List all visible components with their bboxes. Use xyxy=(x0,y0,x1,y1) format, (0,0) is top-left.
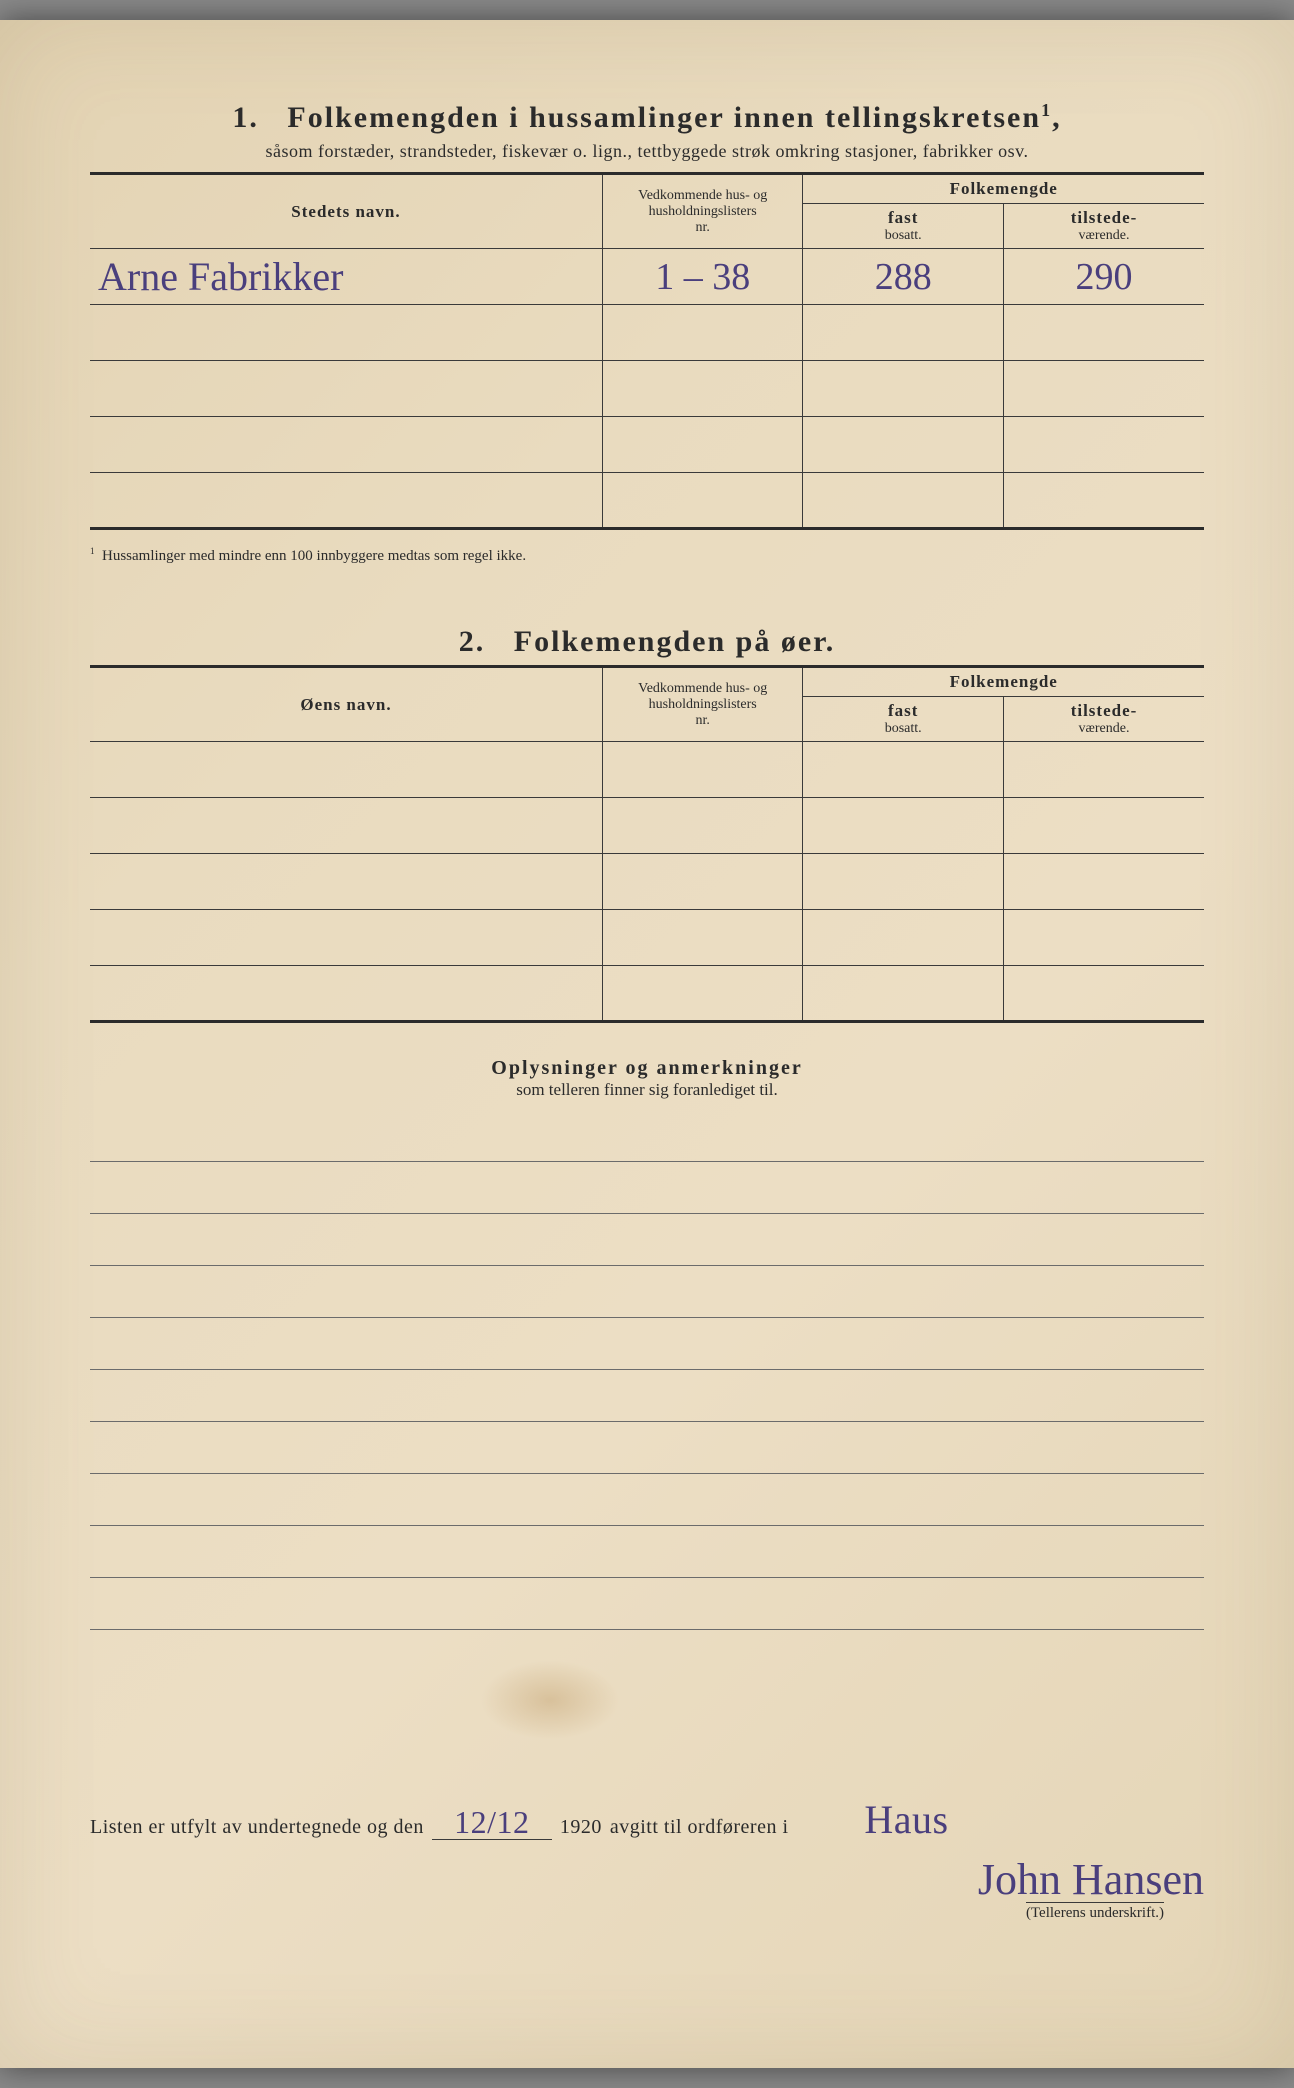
s1-hdr-fast-l2: bosatt. xyxy=(811,228,995,244)
section2-title: 2. Folkemengden på øer. xyxy=(90,625,1204,659)
table-row xyxy=(90,417,1204,473)
ruled-line xyxy=(90,1370,1204,1422)
section1-title-text: Folkemengden i hussamlinger innen tellin… xyxy=(287,101,1041,134)
s2-body xyxy=(90,742,1204,1022)
table-row xyxy=(90,742,1204,798)
section2-title-text: Folkemengden på øer. xyxy=(514,625,835,658)
ruled-line xyxy=(90,1526,1204,1578)
section1-number: 1. xyxy=(232,101,259,134)
s2-hdr-til-l1: tilstede- xyxy=(1012,701,1196,721)
ruled-line xyxy=(90,1266,1204,1318)
table-row xyxy=(90,798,1204,854)
s1-hdr-til: tilstede- værende. xyxy=(1003,204,1204,249)
signature-caption: (Tellerens underskrift.) xyxy=(1026,1902,1164,1922)
section2-table: Øens navn. Vedkommende hus- og husholdni… xyxy=(90,665,1204,1023)
section1-title: 1. Folkemengden i hussamlinger innen tel… xyxy=(90,100,1204,135)
table-row xyxy=(90,361,1204,417)
ruled-line xyxy=(90,1578,1204,1630)
paper-stain xyxy=(480,1660,620,1740)
section1-title-tail: , xyxy=(1052,101,1062,134)
s1-hdr-nr-l3: nr. xyxy=(611,220,795,236)
notes-lines xyxy=(90,1110,1204,1630)
s1-hdr-fast-l1: fast xyxy=(811,208,995,228)
s2-hdr-nr-l1: Vedkommende hus- og xyxy=(611,681,795,697)
notes-subtitle: som telleren finner sig foranlediget til… xyxy=(90,1080,1204,1100)
s1-hdr-pop: Folkemengde xyxy=(803,174,1204,204)
s1-body: Arne Fabrikker 1 – 38 288 290 xyxy=(90,249,1204,529)
s2-hdr-fast: fast bosatt. xyxy=(803,697,1004,742)
table-row xyxy=(90,966,1204,1022)
section1-subtitle: såsom forstæder, strandsteder, fiskevær … xyxy=(90,141,1204,162)
s2-hdr-nr: Vedkommende hus- og husholdningslisters … xyxy=(602,667,803,742)
section1-footnote: 1 Hussamlinger med mindre enn 100 innbyg… xyxy=(90,546,1204,565)
ruled-line xyxy=(90,1422,1204,1474)
s1-hdr-name: Stedets navn. xyxy=(90,174,602,249)
ruled-line xyxy=(90,1474,1204,1526)
s2-hdr-fast-l2: bosatt. xyxy=(811,721,995,737)
footer-line: Listen er utfylt av undertegnede og den … xyxy=(90,1800,1204,1840)
s1-hdr-nr-l2: husholdningslisters xyxy=(611,204,795,220)
s2-hdr-til-l2: værende. xyxy=(1012,721,1196,737)
s2-hdr-til: tilstede- værende. xyxy=(1003,697,1204,742)
section1-title-sup: 1 xyxy=(1041,100,1052,120)
s1-r0-name: Arne Fabrikker xyxy=(98,254,343,299)
s1-r0-fast: 288 xyxy=(875,256,932,298)
s1-hdr-nr: Vedkommende hus- og husholdningslisters … xyxy=(602,174,803,249)
census-form-page: 1. Folkemengden i hussamlinger innen tel… xyxy=(0,20,1294,2068)
ruled-line xyxy=(90,1162,1204,1214)
s1-hdr-nr-l1: Vedkommende hus- og xyxy=(611,188,795,204)
footer-signature: John Hansen xyxy=(978,1855,1204,1904)
s2-hdr-nr-l2: husholdningslisters xyxy=(611,697,795,713)
footer-prefix: Listen er utfylt av undertegnede og den xyxy=(90,1816,424,1839)
s1-hdr-til-l2: værende. xyxy=(1012,228,1196,244)
signature-area: John Hansen (Tellerens underskrift.) xyxy=(90,1858,1204,1922)
notes-title: Oplysninger og anmerkninger xyxy=(90,1057,1204,1080)
table-row xyxy=(90,910,1204,966)
section1-footnote-num: 1 xyxy=(90,546,95,556)
s1-r0-nr: 1 – 38 xyxy=(655,256,750,298)
ruled-line xyxy=(90,1318,1204,1370)
table-row: Arne Fabrikker 1 – 38 288 290 xyxy=(90,249,1204,305)
table-row xyxy=(90,473,1204,529)
table-row xyxy=(90,305,1204,361)
s2-hdr-pop: Folkemengde xyxy=(803,667,1204,697)
footer-date: 12/12 xyxy=(454,1804,529,1840)
footer-place: Haus xyxy=(864,1797,948,1842)
s2-hdr-nr-l3: nr. xyxy=(611,713,795,729)
s2-hdr-fast-l1: fast xyxy=(811,701,995,721)
footer-year: 1920 xyxy=(560,1816,602,1839)
s1-hdr-fast: fast bosatt. xyxy=(803,204,1004,249)
s2-hdr-name: Øens navn. xyxy=(90,667,602,742)
s1-r0-til: 290 xyxy=(1075,256,1132,298)
ruled-line xyxy=(90,1110,1204,1162)
section1-table: Stedets navn. Vedkommende hus- og hushol… xyxy=(90,172,1204,530)
footer-mid: avgitt til ordføreren i xyxy=(610,1816,789,1839)
table-row xyxy=(90,854,1204,910)
ruled-line xyxy=(90,1214,1204,1266)
section2-number: 2. xyxy=(459,625,486,658)
section1-footnote-text: Hussamlinger med mindre enn 100 innbygge… xyxy=(102,548,526,564)
s1-hdr-til-l1: tilstede- xyxy=(1012,208,1196,228)
